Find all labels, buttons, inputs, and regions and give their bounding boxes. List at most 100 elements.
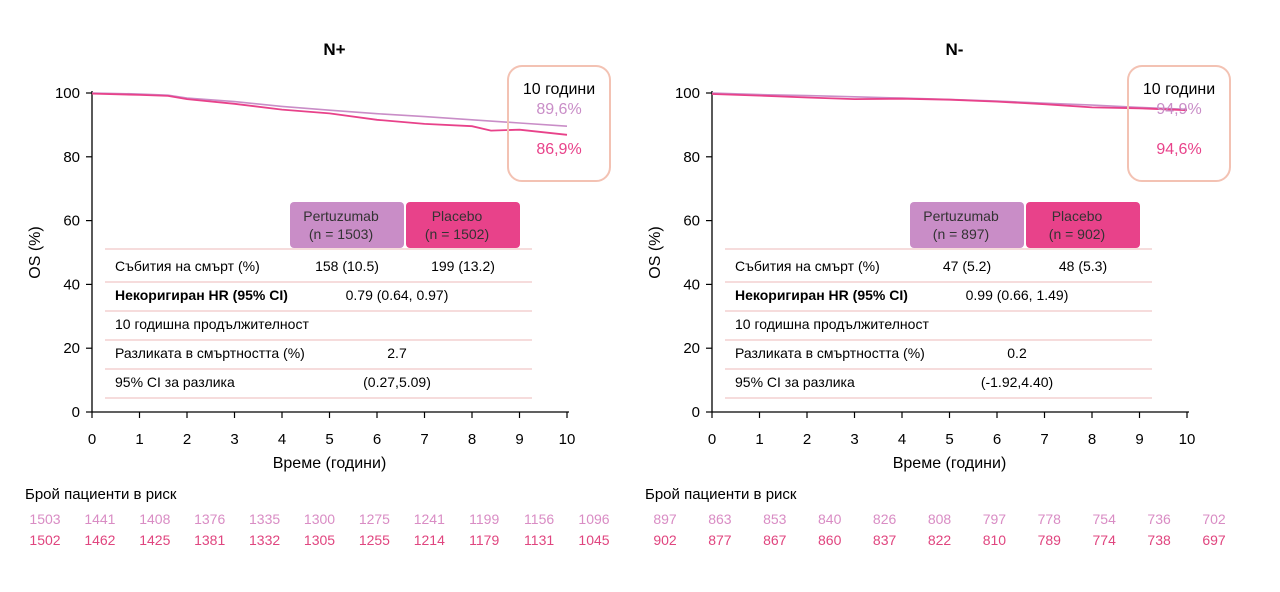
x-tick-label: 10 [1179,431,1196,448]
risk-placebo-value: 1255 [359,532,390,548]
ten-year-callout-box [507,65,611,182]
y-tick-label: 100 [675,85,700,102]
x-tick-label: 1 [755,431,763,448]
risk-placebo-value: 1179 [469,532,499,548]
x-tick-label: 1 [135,431,143,448]
y-tick-label: 100 [55,85,80,102]
table-cell-merged: 0.99 (0.66, 1.49) [966,287,1069,303]
ten-year-pertuzumab-value: 89,6% [536,101,581,118]
table-row-label: Некоригиран HR (95% CI) [115,287,288,303]
legend-n-pertuzumab: (n = 897) [933,226,989,242]
table-cell-merged: 0.79 (0.64, 0.97) [346,287,449,303]
legend-n-placebo: (n = 1502) [425,226,489,242]
y-tick-label: 60 [63,213,80,230]
risk-pertuzumab-value: 736 [1147,511,1171,527]
ten-year-pertuzumab-value: 94,9% [1156,101,1201,118]
chart-panel-n-plus: N+ 0 20 40 60 80 100 0 1 2 3 4 5 6 7 8 9 10 Време (години)… [25,40,611,548]
risk-pertuzumab-value: 897 [653,511,677,527]
risk-pertuzumab-value: 778 [1038,511,1062,527]
risk-pertuzumab-value: 840 [818,511,842,527]
y-tick-label: 40 [63,276,80,293]
y-tick-label: 60 [683,213,700,230]
legend-box-pertuzumab [910,202,1024,248]
x-tick-label: 8 [468,431,476,448]
risk-pertuzumab-value: 1300 [304,511,335,527]
legend-n-pertuzumab: (n = 1503) [309,226,373,242]
risk-pertuzumab-value: 754 [1093,511,1117,527]
risk-placebo-value: 1305 [304,532,335,548]
table-row-label: Некоригиран HR (95% CI) [735,287,908,303]
table-cell-merged: 0.2 [1007,345,1027,361]
x-tick-label: 3 [850,431,858,448]
risk-pertuzumab-value: 1503 [29,511,60,527]
table-cell-pertuzumab: 47 (5.2) [943,258,991,274]
risk-pertuzumab-value: 826 [873,511,897,527]
risk-placebo-value: 1131 [524,532,554,548]
risk-pertuzumab-value: 808 [928,511,952,527]
risk-table-title: Брой пациенти в риск [25,486,177,503]
chart-title: N+ [323,40,345,59]
risk-table-title: Брой пациенти в риск [645,486,797,503]
risk-placebo-value: 774 [1093,532,1117,548]
table-cell-merged: (-1.92,4.40) [981,374,1053,390]
table-row-label: 10 годишна продължителност [735,316,929,332]
x-tick-label: 8 [1088,431,1096,448]
x-tick-label: 3 [230,431,238,448]
ten-year-callout-title: 10 години [523,81,595,98]
y-tick-label: 40 [683,276,700,293]
y-tick-label: 80 [63,149,80,166]
x-tick-label: 2 [803,431,811,448]
table-cell-merged: (0.27,5.09) [363,374,431,390]
risk-pertuzumab-value: 797 [983,511,1007,527]
x-tick-label: 5 [945,431,953,448]
risk-pertuzumab-value: 1408 [139,511,170,527]
y-tick-label: 80 [683,149,700,166]
risk-placebo-value: 860 [818,532,842,548]
x-tick-label: 9 [515,431,523,448]
risk-placebo-value: 1332 [249,532,280,548]
risk-placebo-value: 877 [708,532,732,548]
risk-placebo-value: 902 [653,532,677,548]
risk-pertuzumab-value: 1096 [578,511,609,527]
legend-name-placebo: Placebo [432,208,483,224]
x-axis-label: Време (години) [273,455,387,472]
legend-name-pertuzumab: Pertuzumab [923,208,999,224]
risk-placebo-value: 1045 [578,532,609,548]
risk-placebo-value: 1381 [194,532,225,548]
risk-pertuzumab-value: 863 [708,511,732,527]
risk-pertuzumab-value: 1275 [359,511,390,527]
series-line-pertuzumab [711,92,1188,111]
y-axis-label: OS (%) [647,226,664,278]
x-tick-label: 7 [1040,431,1048,448]
legend-n-placebo: (n = 902) [1049,226,1105,242]
y-axis-label: OS (%) [27,226,44,278]
x-tick-label: 6 [993,431,1001,448]
risk-placebo-value: 810 [983,532,1007,548]
x-tick-label: 9 [1135,431,1143,448]
table-row-label: Разликата в смъртността (%) [735,345,925,361]
table-row-label: Събития на смърт (%) [115,258,260,274]
y-tick-label: 20 [63,340,80,357]
table-cell-merged: 2.7 [387,345,407,361]
x-tick-label: 4 [898,431,906,448]
series-line-placebo [91,92,568,136]
table-row-label: Събития на смърт (%) [735,258,880,274]
risk-pertuzumab-value: 702 [1202,511,1226,527]
x-tick-label: 5 [325,431,333,448]
risk-placebo-value: 789 [1038,532,1062,548]
y-tick-label: 0 [692,404,700,421]
ten-year-placebo-value: 94,6% [1156,141,1201,158]
table-cell-pertuzumab: 158 (10.5) [315,258,379,274]
risk-placebo-value: 1462 [84,532,115,548]
risk-placebo-value: 1425 [139,532,170,548]
risk-placebo-value: 837 [873,532,897,548]
risk-placebo-value: 867 [763,532,787,548]
risk-pertuzumab-value: 1441 [84,511,115,527]
ten-year-placebo-value: 86,9% [536,141,581,158]
legend-box-pertuzumab [290,202,404,248]
table-row-label: Разликата в смъртността (%) [115,345,305,361]
table-row-label: 95% CI за разлика [735,374,855,390]
risk-placebo-value: 1214 [414,532,445,548]
risk-pertuzumab-value: 1241 [414,511,445,527]
